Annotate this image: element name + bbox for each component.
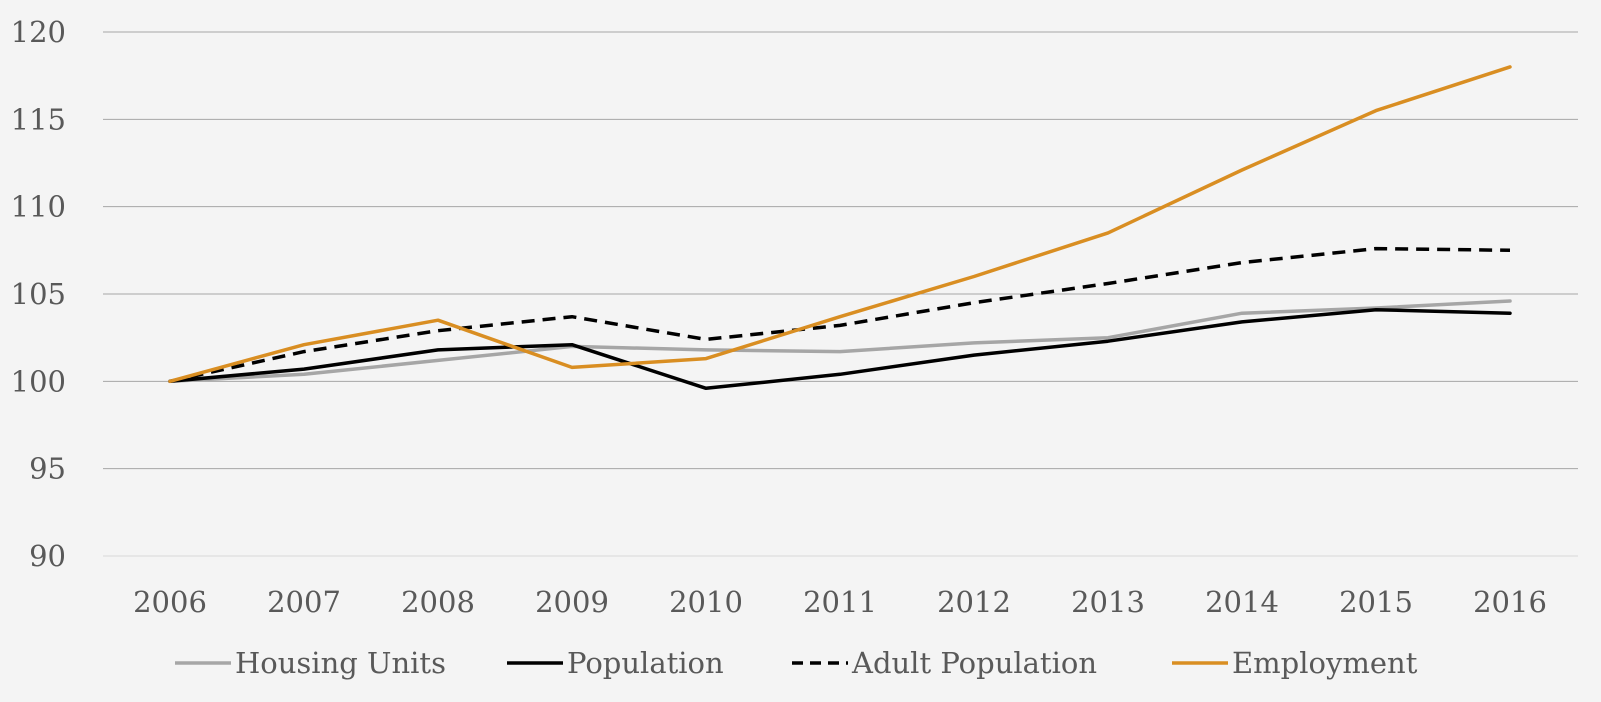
x-tick-label: 2011	[803, 585, 877, 619]
x-tick-label: 2013	[1071, 585, 1145, 619]
series-lines	[168, 65, 1512, 391]
legend-label: Employment	[1232, 646, 1418, 680]
x-tick-label: 2012	[937, 585, 1011, 619]
series-line-adult-population	[169, 246, 1511, 384]
x-axis-ticks: 2006 2007 2008 2009 2010 2011 2012 2013 2014 2015…	[133, 585, 1547, 619]
series-line-employment	[168, 65, 1512, 384]
x-tick-label: 2010	[669, 585, 743, 619]
y-tick-label: 90	[29, 539, 66, 573]
legend-label: Adult Population	[851, 646, 1097, 680]
x-tick-label: 2009	[535, 585, 609, 619]
y-tick-label: 95	[29, 452, 66, 486]
x-tick-label: 2008	[401, 585, 475, 619]
y-tick-label: 115	[11, 102, 66, 136]
y-axis-ticks: 90 95 100 105 110 115 120	[11, 15, 66, 573]
y-tick-label: 100	[11, 364, 66, 398]
series-line-population	[168, 307, 1512, 391]
legend-label: Housing Units	[235, 646, 446, 680]
x-tick-label: 2015	[1339, 585, 1413, 619]
x-tick-label: 2007	[267, 585, 341, 619]
gridlines	[103, 31, 1578, 557]
x-tick-label: 2016	[1473, 585, 1547, 619]
series-line-housing-units	[168, 299, 1512, 384]
legend: Housing Units Population Adult Population E…	[175, 646, 1418, 680]
y-tick-label: 110	[11, 190, 66, 224]
legend-label: Population	[567, 646, 724, 680]
y-tick-label: 105	[11, 277, 66, 311]
x-tick-label: 2014	[1205, 585, 1279, 619]
y-tick-label: 120	[11, 15, 66, 49]
x-tick-label: 2006	[133, 585, 207, 619]
